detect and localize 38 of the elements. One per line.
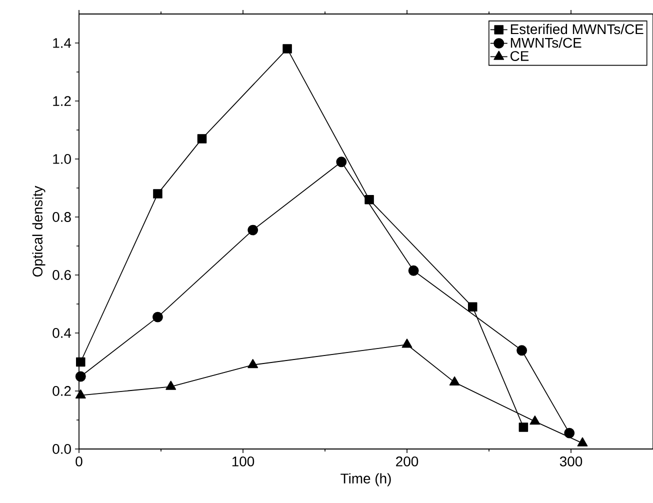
point [516, 345, 528, 356]
point [336, 156, 347, 168]
point [248, 224, 258, 236]
point [152, 312, 163, 322]
x-axis-title: Time (h) [340, 473, 391, 486]
legend-label: MWNTs/CE [510, 38, 582, 48]
point [248, 358, 258, 368]
point [197, 134, 207, 144]
point [75, 371, 86, 382]
point [76, 357, 86, 367]
point [364, 194, 374, 204]
x-tick-label: 0 [76, 456, 82, 466]
point [449, 376, 460, 386]
point [564, 428, 575, 438]
y-tick-label: 1.0 [53, 154, 71, 164]
y-tick-label: 1.4 [53, 38, 72, 48]
y-tick-label: 0.8 [52, 212, 71, 222]
point [518, 422, 528, 432]
legend-label: Esterified MWNTs/CE [510, 24, 644, 34]
point [166, 380, 176, 390]
point [577, 437, 588, 446]
y-tick-label: 0.4 [52, 328, 72, 338]
x-tick-label: 100 [232, 456, 254, 466]
y-axis-title: Optical density [32, 186, 46, 277]
point [153, 189, 162, 198]
point [75, 389, 86, 399]
point [530, 416, 540, 425]
point [402, 338, 412, 348]
point [408, 265, 419, 276]
x-tick-label: 300 [560, 456, 582, 466]
y-tick-label: 0.0 [52, 444, 71, 454]
point [468, 302, 478, 312]
y-tick-label: 1.2 [53, 96, 71, 106]
x-tick-label: 200 [396, 456, 418, 466]
point [282, 44, 292, 54]
legend-label: CE [510, 51, 529, 61]
y-tick-label: 0.2 [52, 386, 71, 396]
y-tick-label: 0.6 [52, 270, 71, 280]
